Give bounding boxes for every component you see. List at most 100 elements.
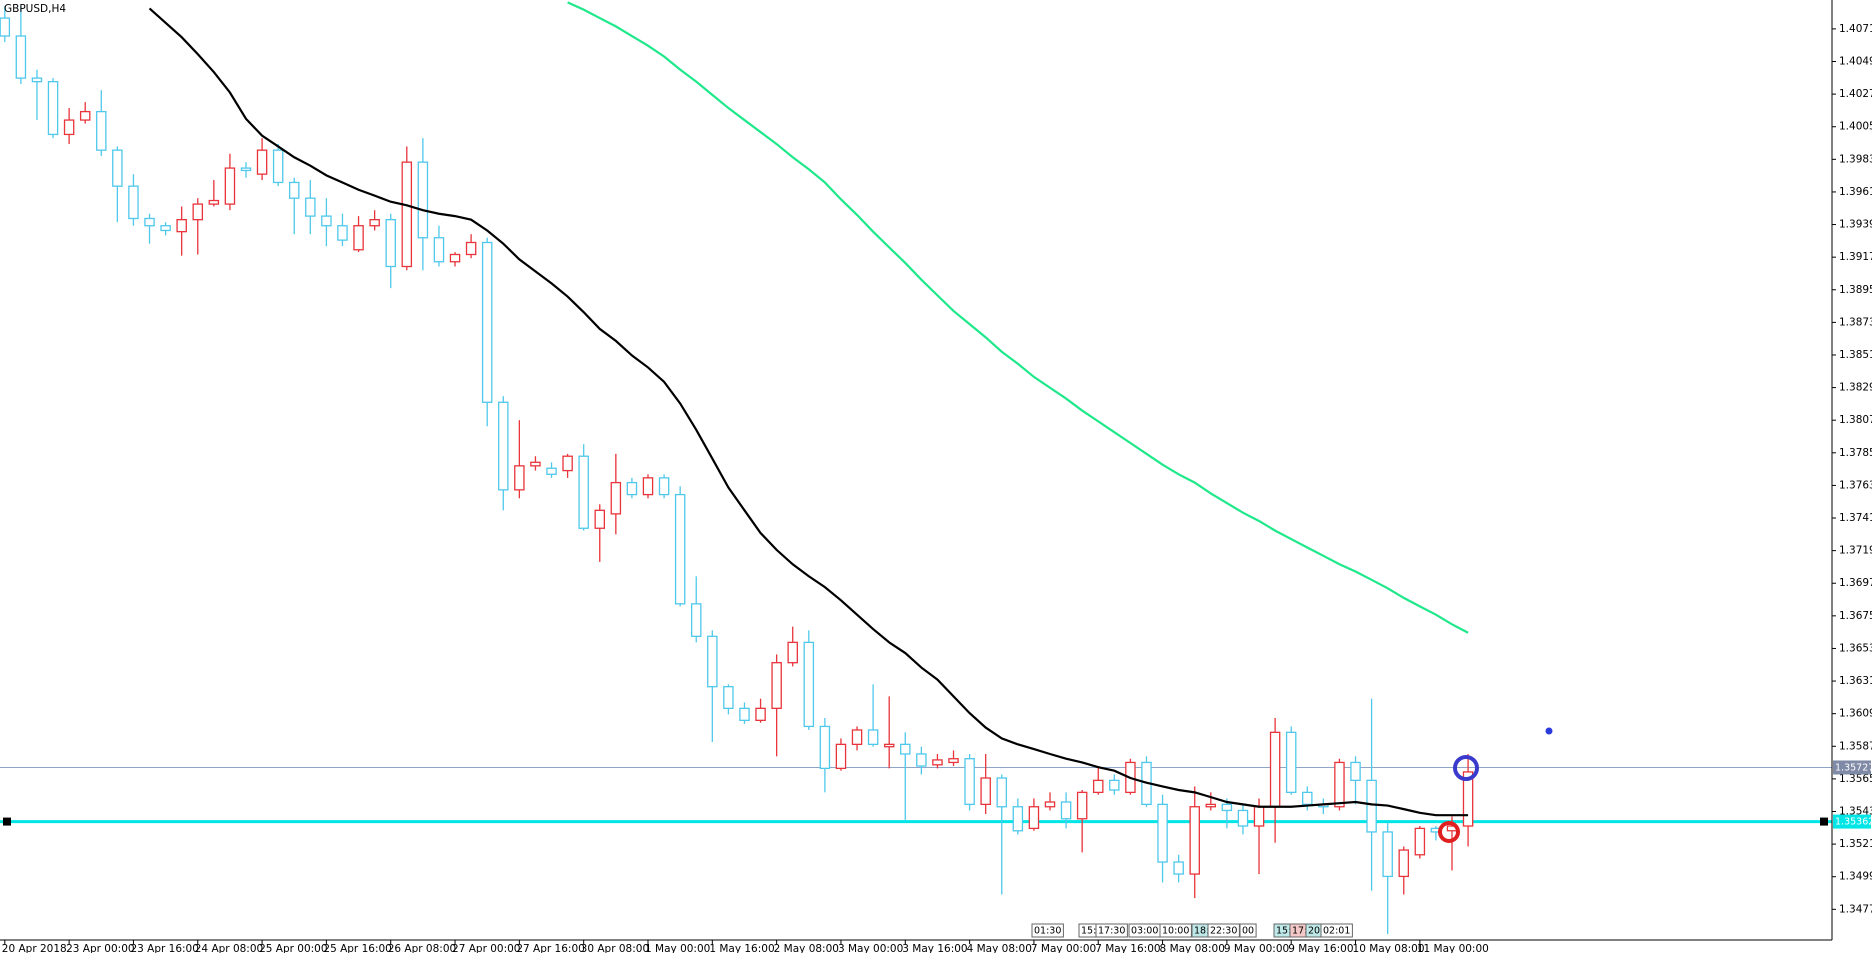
y-tick-label: 1.39830: [1839, 153, 1872, 165]
candle-body: [1012, 806, 1024, 832]
time-box: [1207, 923, 1240, 938]
candle-body: [755, 707, 766, 721]
y-tick-label: 1.36310: [1839, 675, 1872, 687]
x-tick-label: 23 Apr 16:00: [130, 943, 198, 953]
y-tick-label: 1.40490: [1839, 56, 1872, 68]
line-handle: [1820, 817, 1828, 826]
time-box: [1320, 923, 1353, 938]
candle-body: [401, 161, 413, 268]
x-tick-label: 20 Apr 2018: [2, 943, 67, 953]
x-tick-label: 26 Apr 08:00: [388, 943, 456, 953]
y-tick-label: 1.36750: [1839, 610, 1872, 622]
x-tick-label: 24 Apr 08:00: [195, 943, 263, 953]
y-tick-label: 1.40050: [1839, 121, 1872, 133]
candle-body: [321, 215, 332, 227]
candle-body: [980, 777, 991, 806]
x-tick-label: 2 May 08:00: [774, 943, 839, 953]
candle-body: [867, 729, 879, 746]
candle-body: [417, 161, 429, 239]
candle-body: [916, 753, 927, 767]
y-tick-label: 1.38070: [1839, 414, 1872, 426]
price-label-box: [1833, 814, 1871, 829]
candle-body: [1060, 801, 1072, 820]
candle-body: [674, 493, 686, 605]
marker-circle: [1453, 755, 1479, 781]
candle-body: [1285, 731, 1297, 794]
y-tick-label: 1.37630: [1839, 479, 1872, 491]
candle-body: [562, 455, 573, 472]
candle-body: [47, 81, 59, 136]
time-box: [1095, 923, 1128, 938]
candle-body: [1221, 803, 1233, 812]
candle-body: [739, 707, 750, 721]
y-tick-label: 1.34770: [1839, 903, 1872, 915]
x-tick-label: 25 Apr 00:00: [259, 943, 327, 953]
time-box-label: 15:: [1276, 926, 1291, 937]
candle-body: [900, 743, 911, 755]
y-tick-label: 1.35210: [1839, 838, 1872, 850]
x-tick-label: 1 May 00:00: [645, 943, 710, 953]
candle-body: [883, 743, 895, 748]
time-box-label: 10:00: [1162, 926, 1189, 937]
x-tick-label: 23 Apr 00:00: [66, 943, 134, 953]
y-tick-label: 1.40270: [1839, 88, 1872, 100]
y-tick-label: 1.39390: [1839, 219, 1872, 231]
y-tick-label: 1.34990: [1839, 871, 1872, 883]
time-box: [1239, 923, 1257, 938]
time-box-label: 17:30: [1098, 926, 1125, 937]
x-tick-label: 3 May 16:00: [902, 943, 967, 953]
candle-body: [1205, 803, 1217, 808]
candle-body: [642, 477, 654, 496]
time-box-label: 22:30: [1210, 926, 1237, 937]
candle-body: [514, 465, 525, 491]
x-tick-label: 7 May 00:00: [1031, 943, 1096, 953]
candle-body: [835, 743, 847, 770]
candle-body: [224, 167, 236, 205]
ma-line: [567, 1, 1469, 634]
candle-body: [787, 641, 798, 664]
time-box-label: 03:00: [1131, 926, 1158, 937]
candle-body: [1382, 831, 1393, 878]
candle-body: [1269, 731, 1281, 808]
price-label: 1.35727: [1835, 762, 1872, 773]
candle-body: [1302, 791, 1313, 806]
candle-body: [771, 662, 782, 709]
plot-area: [0, 1, 1832, 935]
price-label: 1.35362: [1835, 817, 1872, 828]
candle-body: [112, 149, 123, 187]
x-tick-label: 27 Apr 16:00: [516, 943, 584, 953]
candle-body: [626, 481, 638, 496]
candle-body: [433, 237, 445, 263]
candle-body: [1173, 861, 1184, 875]
candle-body: [707, 635, 718, 688]
candle-body: [337, 225, 348, 241]
y-tick-label: 1.38730: [1839, 316, 1872, 328]
y-tick-label: 1.39170: [1839, 251, 1872, 263]
chart-title: GBPUSD,H4: [4, 3, 66, 15]
candle-body: [79, 110, 91, 121]
ma-line: [148, 7, 1469, 817]
time-box-label: 18:: [1194, 926, 1209, 937]
y-tick-label: 1.38510: [1839, 349, 1872, 361]
y-tick-label: 1.37410: [1839, 512, 1872, 524]
candle-body: [63, 119, 75, 136]
candle-body: [369, 219, 380, 227]
x-tick-label: 1 May 16:00: [709, 943, 774, 953]
marker-circle: [1438, 821, 1460, 843]
x-tick-label: 9 May 00:00: [1224, 943, 1289, 953]
candle-body: [1334, 761, 1345, 808]
x-tick-label: 3 May 00:00: [838, 943, 903, 953]
x-tick-label: 4 May 08:00: [967, 943, 1032, 953]
time-box-label: 01:30: [1034, 926, 1061, 937]
x-tick-label: 9 May 16:00: [1288, 943, 1353, 953]
x-tick-label: 25 Apr 16:00: [323, 943, 391, 953]
candle-body: [1462, 771, 1474, 827]
candle-body: [31, 77, 43, 83]
candle-body: [1237, 809, 1249, 827]
candle-body: [1044, 801, 1056, 808]
time-box-label: 00: [1242, 926, 1254, 937]
candle-body: [948, 758, 959, 764]
time-box: [1031, 923, 1064, 938]
candle-body: [1109, 779, 1120, 791]
y-tick-label: 1.35430: [1839, 805, 1872, 817]
